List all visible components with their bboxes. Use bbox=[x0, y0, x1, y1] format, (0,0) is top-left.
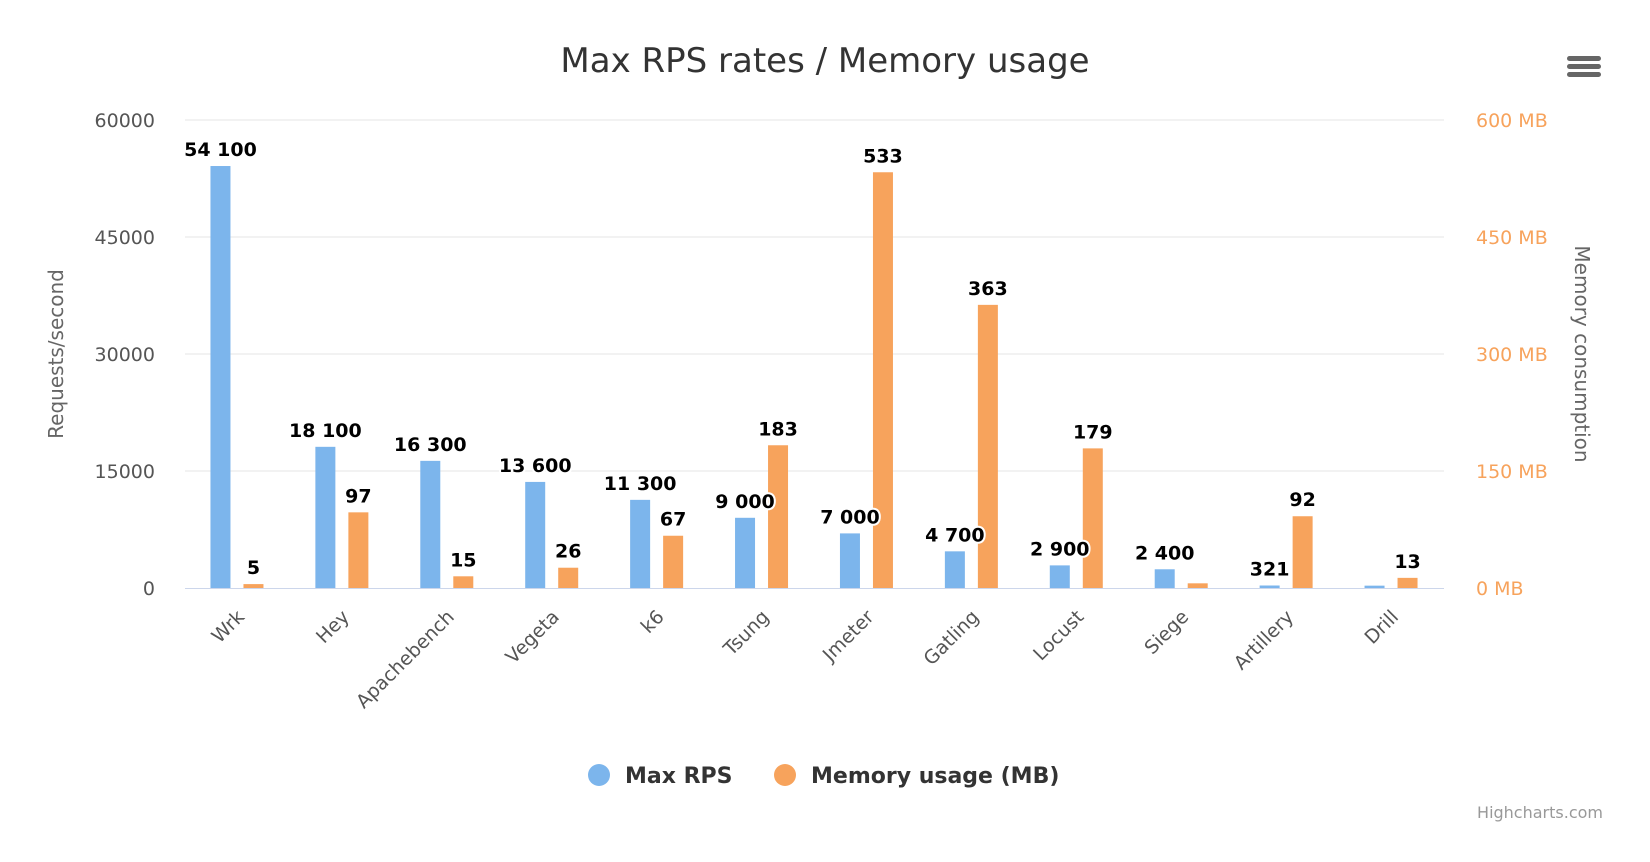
data-label-max-rps: 54 100 bbox=[184, 139, 257, 161]
bar-memory bbox=[1397, 577, 1418, 588]
data-label-memory: 15 bbox=[450, 549, 476, 571]
x-tick-label: Jmeter bbox=[818, 606, 879, 667]
bar-max-rps bbox=[1154, 569, 1175, 588]
x-tick-label: Apachebench bbox=[352, 606, 459, 713]
bar-memory bbox=[663, 535, 684, 588]
bar-max-rps bbox=[944, 551, 965, 588]
x-tick-label: Gatling bbox=[919, 606, 983, 670]
data-label-max-rps: 13 600 bbox=[499, 455, 572, 477]
data-label-memory: 26 bbox=[555, 541, 581, 563]
data-label-memory: 5 bbox=[247, 557, 260, 579]
x-tick-label: k6 bbox=[637, 606, 669, 638]
data-label-max-rps: 16 300 bbox=[394, 434, 467, 456]
y-right-tick-label: 0 MB bbox=[1476, 578, 1524, 600]
legend-item-memory[interactable]: Memory usage (MB) bbox=[774, 764, 1059, 789]
credits-link[interactable]: Highcharts.com bbox=[1477, 803, 1603, 822]
bar-memory bbox=[872, 172, 893, 588]
bar-max-rps bbox=[839, 533, 860, 588]
data-label-memory: 13 bbox=[1394, 551, 1420, 573]
y-left-tick-label: 45000 bbox=[95, 227, 155, 249]
data-label-max-rps: 321 bbox=[1250, 558, 1290, 580]
y-right-tick-label: 300 MB bbox=[1476, 344, 1548, 366]
data-label-max-rps: 9 000 bbox=[715, 491, 775, 513]
y-left-tick-label: 15000 bbox=[95, 461, 155, 483]
y-right-tick-label: 600 MB bbox=[1476, 110, 1548, 132]
bar-max-rps bbox=[1259, 585, 1280, 588]
bar-max-rps bbox=[1364, 585, 1385, 588]
x-tick-label: Wrk bbox=[207, 606, 249, 648]
bar-memory bbox=[243, 584, 264, 588]
bar-memory bbox=[453, 576, 474, 588]
data-label-memory: 97 bbox=[345, 485, 371, 507]
x-tick-label: Drill bbox=[1360, 606, 1403, 649]
data-label-max-rps: 2 900 bbox=[1030, 538, 1090, 560]
bar-max-rps bbox=[630, 499, 651, 588]
data-label-memory: 179 bbox=[1073, 421, 1113, 443]
x-tick-label: Artillery bbox=[1230, 606, 1298, 674]
context-menu-button[interactable] bbox=[1566, 54, 1602, 80]
x-tick-label: Siege bbox=[1140, 606, 1193, 659]
y-right-tick-label: 450 MB bbox=[1476, 227, 1548, 249]
y-axis-right-title: Memory consumption bbox=[1570, 245, 1594, 462]
chart-title: Max RPS rates / Memory usage bbox=[560, 41, 1089, 81]
y-left-tick-label: 60000 bbox=[95, 110, 155, 132]
bar-memory bbox=[1082, 448, 1103, 588]
legend-label-memory: Memory usage (MB) bbox=[811, 764, 1059, 789]
x-tick-label: Hey bbox=[312, 606, 354, 648]
bar-max-rps bbox=[420, 460, 441, 588]
data-label-memory: 67 bbox=[660, 509, 686, 531]
bar-memory bbox=[768, 445, 789, 588]
bar-max-rps bbox=[735, 517, 756, 588]
legend: Max RPS Memory usage (MB) bbox=[588, 764, 1059, 789]
bar-max-rps bbox=[210, 166, 231, 588]
y-right-tick-label: 150 MB bbox=[1476, 461, 1548, 483]
bar-memory bbox=[977, 304, 998, 588]
data-label-max-rps: 11 300 bbox=[604, 473, 677, 495]
bar-max-rps bbox=[525, 481, 546, 588]
legend-symbol-memory bbox=[774, 764, 796, 786]
x-tick-label: Vegeta bbox=[501, 606, 563, 668]
bar-memory bbox=[1292, 516, 1313, 588]
bar-memory bbox=[1187, 583, 1208, 588]
bar-max-rps bbox=[1049, 565, 1070, 588]
bar-memory bbox=[348, 512, 369, 588]
x-tick-label: Locust bbox=[1029, 606, 1088, 665]
bar-max-rps bbox=[315, 446, 336, 588]
data-label-memory: 183 bbox=[758, 418, 798, 440]
data-label-memory: 92 bbox=[1289, 489, 1315, 511]
y-left-tick-label: 30000 bbox=[95, 344, 155, 366]
data-label-memory: 363 bbox=[968, 278, 1008, 300]
hamburger-menu-icon bbox=[1567, 56, 1601, 61]
y-axis-left-title: Requests/second bbox=[44, 269, 68, 439]
data-label-max-rps: 7 000 bbox=[820, 506, 880, 528]
legend-label-max-rps: Max RPS bbox=[625, 764, 733, 789]
data-label-max-rps: 2 400 bbox=[1135, 542, 1195, 564]
legend-symbol-max-rps bbox=[588, 764, 610, 786]
data-label-memory: 533 bbox=[863, 145, 903, 167]
bar-memory bbox=[558, 567, 579, 588]
legend-item-max-rps[interactable]: Max RPS bbox=[588, 764, 733, 789]
x-tick-label: Tsung bbox=[719, 606, 774, 661]
data-label-max-rps: 4 700 bbox=[925, 524, 985, 546]
y-left-tick-label: 0 bbox=[143, 578, 155, 600]
data-label-max-rps: 18 100 bbox=[289, 420, 362, 442]
